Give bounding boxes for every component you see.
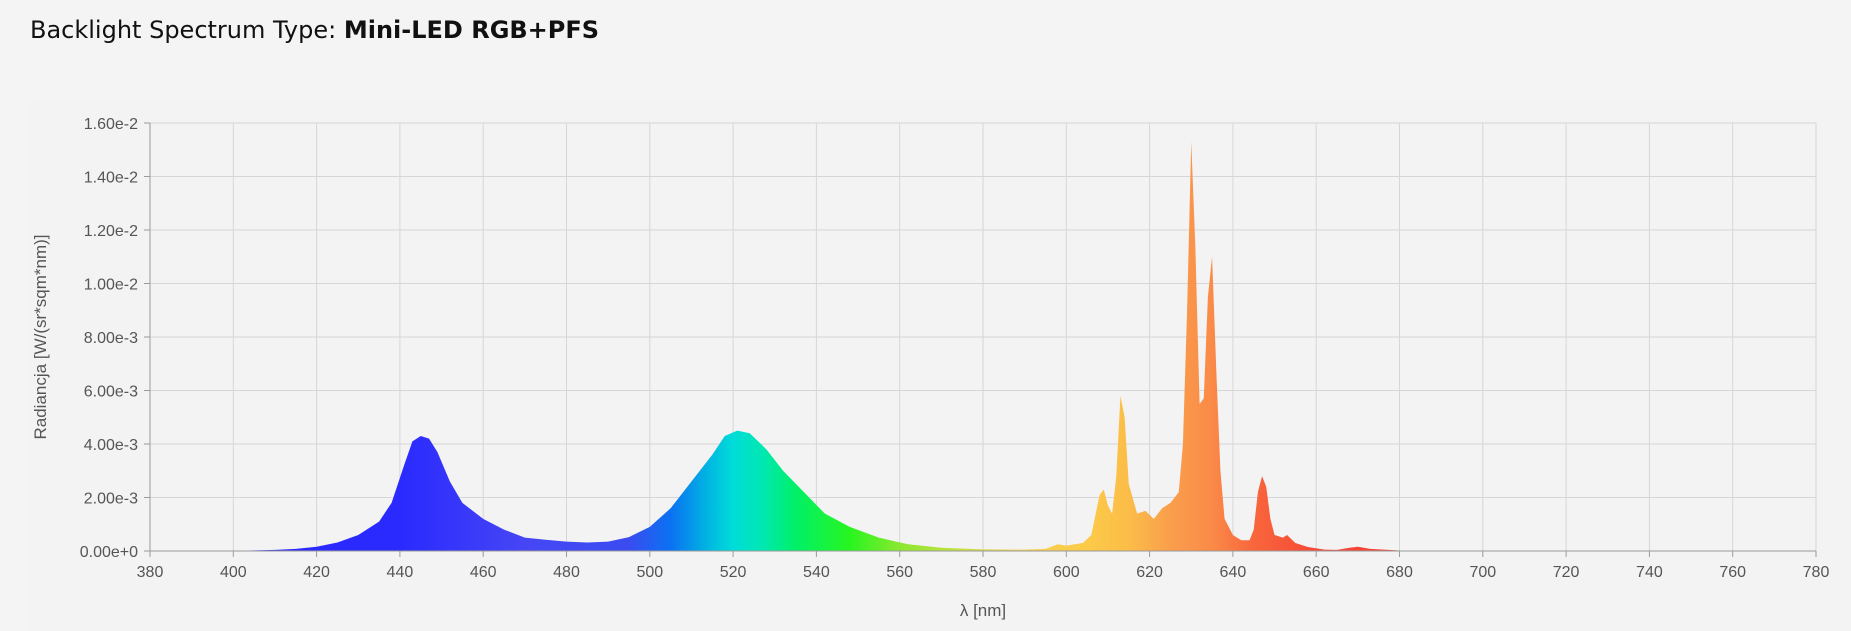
x-tick-label: 500 bbox=[636, 564, 663, 581]
x-tick-label: 580 bbox=[970, 564, 997, 581]
y-tick-labels: 0.00e+0 2.00e-3 4.00e-3 6.00e-3 8.00e-3 1.00e… bbox=[80, 116, 138, 561]
x-tick-label: 440 bbox=[387, 564, 414, 581]
y-tick-label: 1.00e-2 bbox=[84, 277, 138, 294]
x-tick-label: 700 bbox=[1469, 564, 1496, 581]
x-tick-label: 460 bbox=[470, 564, 497, 581]
spectrum-type-heading: Backlight Spectrum Type: Mini-LED RGB+PF… bbox=[30, 14, 599, 46]
x-tick-label: 560 bbox=[886, 564, 913, 581]
y-tick-label: 1.60e-2 bbox=[84, 116, 138, 133]
x-tick-label: 540 bbox=[803, 564, 830, 581]
y-tick-label: 1.20e-2 bbox=[84, 223, 138, 240]
axes bbox=[144, 122, 1817, 557]
y-tick-label: 8.00e-3 bbox=[84, 330, 138, 347]
y-tick-label: 6.00e-3 bbox=[84, 384, 138, 401]
x-tick-label: 380 bbox=[137, 564, 164, 581]
x-tick-label: 780 bbox=[1803, 564, 1830, 581]
y-tick-label: 4.00e-3 bbox=[84, 437, 138, 454]
y-tick-label: 0.00e+0 bbox=[80, 544, 138, 561]
x-tick-label: 600 bbox=[1053, 564, 1080, 581]
x-tick-label: 420 bbox=[303, 564, 330, 581]
y-axis-title: Radiancja [W/(sr*sqm*nm)] bbox=[31, 235, 50, 440]
spectrum-type-value: Mini-LED RGB+PFS bbox=[343, 16, 600, 44]
x-tick-label: 680 bbox=[1386, 564, 1413, 581]
x-tick-label: 640 bbox=[1220, 564, 1247, 581]
x-tick-label: 660 bbox=[1303, 564, 1330, 581]
x-tick-label: 760 bbox=[1719, 564, 1746, 581]
x-tick-label: 480 bbox=[553, 564, 580, 581]
x-tick-label: 720 bbox=[1553, 564, 1580, 581]
x-tick-labels: 380 400 420 440 460 480 500 520 540 560 580 600 620 6… bbox=[137, 564, 1830, 581]
x-tick-label: 400 bbox=[220, 564, 247, 581]
x-tick-label: 620 bbox=[1136, 564, 1163, 581]
x-axis-title: λ [nm] bbox=[960, 601, 1006, 620]
y-tick-label: 1.40e-2 bbox=[84, 170, 138, 187]
x-tick-label: 520 bbox=[720, 564, 747, 581]
spectrum-type-label: Backlight Spectrum Type: bbox=[30, 16, 344, 44]
x-tick-label: 740 bbox=[1636, 564, 1663, 581]
y-tick-label: 2.00e-3 bbox=[84, 491, 138, 508]
chart-panel bbox=[30, 100, 1851, 631]
